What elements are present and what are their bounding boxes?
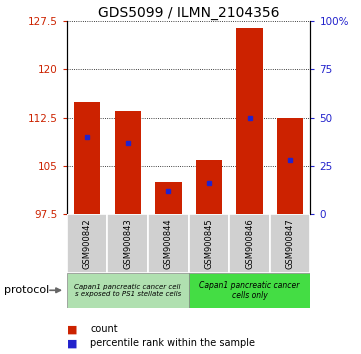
Bar [229, 214, 270, 273]
Text: ■: ■ [67, 324, 81, 334]
Bar [155, 182, 182, 214]
Text: protocol: protocol [4, 285, 49, 295]
Bar [188, 273, 310, 308]
Bar [114, 111, 141, 214]
Title: GDS5099 / ILMN_2104356: GDS5099 / ILMN_2104356 [98, 6, 279, 20]
Bar [67, 273, 188, 308]
Bar [277, 118, 303, 214]
Bar [67, 214, 108, 273]
Text: Capan1 pancreatic cancer cell
s exposed to PS1 stellate cells: Capan1 pancreatic cancer cell s exposed … [74, 284, 181, 297]
Bar [236, 28, 263, 214]
Bar [270, 214, 310, 273]
Text: GSM900846: GSM900846 [245, 218, 254, 269]
Text: count: count [90, 324, 118, 334]
Bar [196, 160, 222, 214]
Bar [74, 102, 100, 214]
Bar [148, 214, 188, 273]
Text: GSM900842: GSM900842 [83, 218, 92, 269]
Text: percentile rank within the sample: percentile rank within the sample [90, 338, 255, 348]
Bar [108, 214, 148, 273]
Text: GSM900844: GSM900844 [164, 218, 173, 269]
Text: Capan1 pancreatic cancer
cells only: Capan1 pancreatic cancer cells only [199, 281, 300, 300]
Bar [188, 214, 229, 273]
Text: ■: ■ [67, 338, 81, 348]
Text: GSM900845: GSM900845 [204, 218, 213, 269]
Text: GSM900847: GSM900847 [286, 218, 295, 269]
Text: GSM900843: GSM900843 [123, 218, 132, 269]
